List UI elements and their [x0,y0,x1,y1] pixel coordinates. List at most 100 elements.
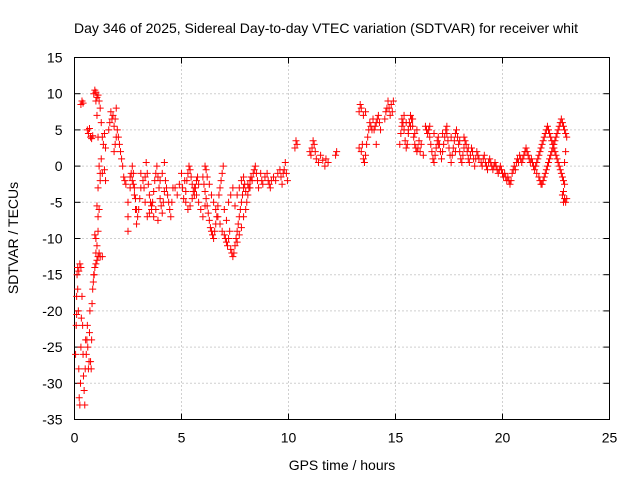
data-point [332,151,340,159]
data-point [546,130,554,138]
data-point [321,162,329,170]
data-point [522,144,530,152]
data-point [538,140,546,148]
data-point [465,158,473,166]
data-point [534,155,542,163]
data-point [555,162,563,170]
data-point [257,169,265,177]
data-point [430,158,438,166]
data-point [158,169,166,177]
data-point [166,206,174,214]
data-point [543,162,551,170]
data-point [93,242,101,250]
y-tick-label: 0 [55,158,63,174]
data-point [537,144,545,152]
label-layer: 0 5 10 15 20 25 -35 -30 -25 -20 -15 -10 -5 0 5 10 15 [42,50,617,446]
data-point [184,169,192,177]
data-point [546,155,554,163]
data-point [153,162,161,170]
data-point [402,119,410,127]
data-point [106,119,114,127]
data-point [388,108,396,116]
data-point [100,130,108,138]
data-point [451,130,459,138]
data-point [524,151,532,159]
data-point [457,155,465,163]
data-point [190,184,198,192]
data-point [128,177,136,185]
data-point [258,177,266,185]
data-point [136,195,144,203]
data-point [438,155,446,163]
data-point [414,144,422,152]
data-point [105,126,113,134]
data-point [128,162,136,170]
data-point [360,158,368,166]
x-tick-label: 25 [602,430,618,446]
data-point [156,177,164,185]
data-point [428,148,436,156]
data-point [75,267,83,275]
data-point [192,177,200,185]
data-point [140,184,148,192]
y-tick-label: -30 [42,375,62,391]
data-point [557,115,565,123]
data-point [551,137,559,145]
y-tick-label: -20 [42,303,62,319]
data-point [90,271,98,279]
data-point [311,148,319,156]
data-point [204,209,212,217]
data-point [92,235,100,242]
data-point [553,155,561,163]
data-point [265,180,273,188]
data-point [186,166,194,174]
data-point [79,99,87,107]
data-point [387,101,395,109]
data-point [462,140,470,148]
data-point [404,126,412,134]
data-point [145,191,153,199]
data-point [227,245,235,253]
data-point [121,177,129,185]
data-point [242,206,250,214]
data-point [439,130,447,138]
data-point [182,198,190,206]
data-point [96,104,104,112]
data-point [460,133,468,141]
data-point [98,253,106,261]
y-tick-label: -25 [42,339,62,355]
data-point [373,115,381,123]
data-point [222,216,230,224]
data-point [447,133,455,141]
data-point [118,155,126,163]
data-point [447,158,455,166]
data-point [143,213,151,221]
data-point [97,155,105,163]
data-point [102,177,110,185]
data-point [558,173,566,181]
data-point [109,111,117,119]
data-point [519,155,527,163]
data-point [312,155,320,163]
data-point [202,166,210,174]
data-point [366,119,374,127]
data-point [210,235,218,242]
data-point [386,111,394,119]
data-point [80,387,88,395]
data-point [406,111,414,119]
data-point [240,213,248,221]
data-point [242,187,250,195]
data-point [218,169,226,177]
data-point [164,191,172,199]
data-point [107,108,115,116]
data-point [292,137,300,145]
data-point [157,202,165,210]
data-point [496,162,504,170]
data-point [152,169,160,177]
data-point [95,162,103,170]
data-point [91,263,99,271]
data-point [547,151,555,159]
data-point [233,238,241,246]
data-point [480,151,488,159]
data-point [277,173,285,181]
